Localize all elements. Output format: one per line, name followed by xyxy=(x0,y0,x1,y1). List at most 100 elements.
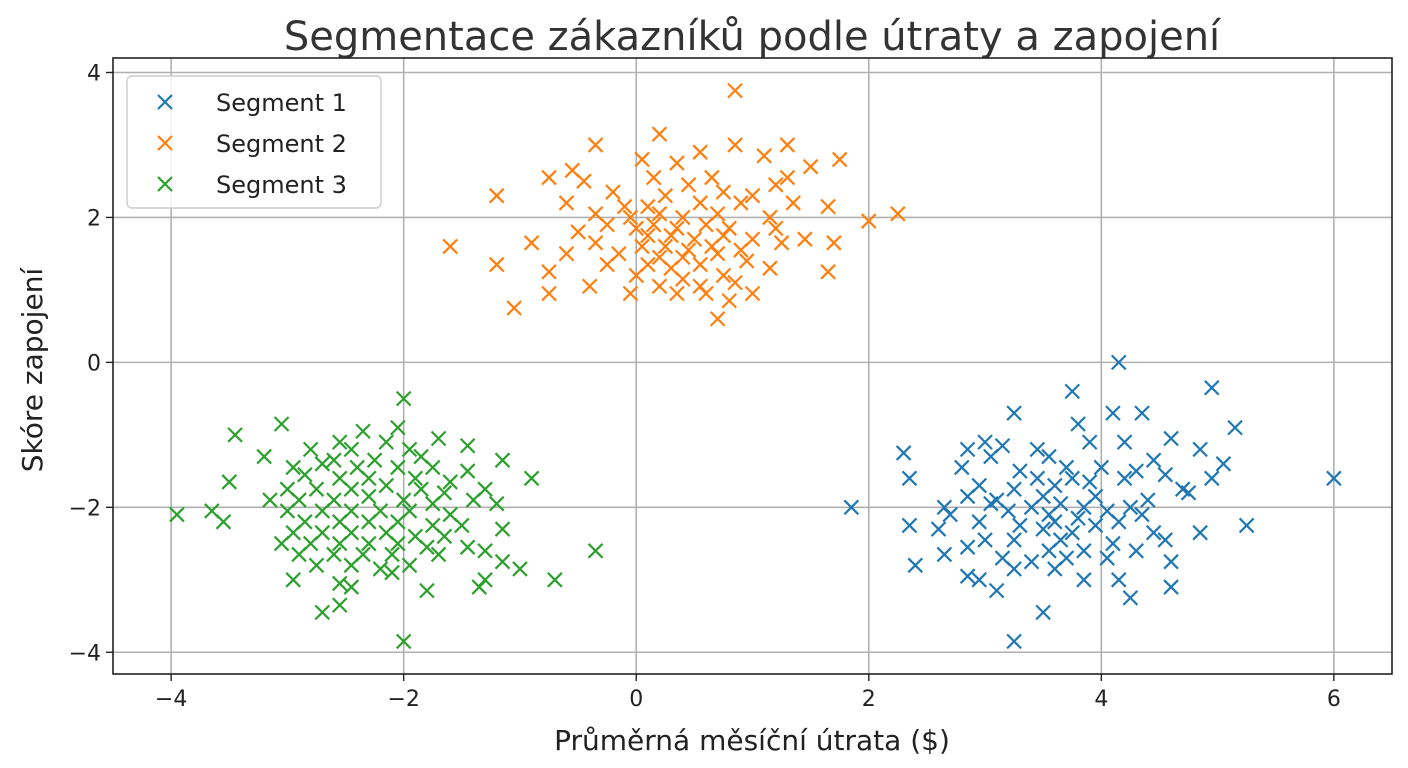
data-point xyxy=(1163,579,1179,595)
data-points xyxy=(169,82,1342,650)
data-point xyxy=(494,553,511,570)
data-point xyxy=(1110,354,1127,371)
data-point xyxy=(599,216,615,233)
data-point xyxy=(343,579,360,595)
data-point xyxy=(698,216,714,233)
x-tick-label: −2 xyxy=(387,687,419,712)
data-point xyxy=(692,256,708,273)
data-point xyxy=(599,256,615,273)
data-point xyxy=(983,495,999,512)
data-point xyxy=(1099,550,1115,566)
data-point xyxy=(733,242,749,258)
legend-label: Segment 2 xyxy=(216,130,347,158)
data-point xyxy=(355,423,371,440)
data-point xyxy=(715,267,732,284)
data-point xyxy=(512,561,528,577)
data-point xyxy=(744,187,761,204)
data-point xyxy=(1105,535,1121,552)
data-point xyxy=(1076,499,1092,516)
data-point xyxy=(738,253,755,269)
data-point xyxy=(779,169,796,186)
data-point xyxy=(901,517,918,534)
data-point xyxy=(733,195,749,211)
data-point xyxy=(576,173,592,189)
data-point xyxy=(715,184,732,200)
data-point xyxy=(523,470,540,487)
data-point xyxy=(971,572,988,588)
data-point xyxy=(1145,524,1162,541)
data-point xyxy=(1105,405,1121,421)
x-tick-label: 0 xyxy=(629,687,643,712)
data-point xyxy=(1012,463,1028,479)
data-point xyxy=(430,430,447,447)
data-point xyxy=(959,568,976,584)
data-point xyxy=(1023,553,1040,570)
data-point xyxy=(971,514,988,530)
data-point xyxy=(587,235,604,251)
data-point xyxy=(1076,543,1092,559)
data-point xyxy=(826,235,842,251)
data-point xyxy=(657,187,674,204)
data-point xyxy=(390,459,406,476)
series-2 xyxy=(442,82,906,327)
y-tick-label: −2 xyxy=(69,496,101,521)
data-point xyxy=(1122,590,1139,606)
data-point xyxy=(1081,474,1098,490)
data-point xyxy=(378,434,395,450)
data-point xyxy=(640,198,656,215)
data-point xyxy=(361,470,377,487)
data-point xyxy=(488,256,505,273)
data-point xyxy=(843,499,860,516)
data-point xyxy=(273,535,290,552)
y-tick-label: −4 xyxy=(69,641,101,666)
data-point xyxy=(1326,470,1342,487)
data-point xyxy=(372,561,389,577)
data-point xyxy=(709,311,726,327)
data-point xyxy=(1134,506,1150,523)
legend-marker xyxy=(157,176,173,192)
data-point xyxy=(547,572,563,588)
data-point xyxy=(704,169,720,186)
data-point xyxy=(977,532,993,548)
data-point xyxy=(436,528,453,545)
data-point xyxy=(262,492,278,508)
chart-title: Segmentace zákazníků podle útraty a zapo… xyxy=(284,14,1222,60)
data-point xyxy=(1064,470,1081,487)
data-point xyxy=(1041,543,1057,559)
data-point xyxy=(1163,430,1179,447)
data-point xyxy=(605,184,621,200)
data-point xyxy=(977,434,993,450)
data-point xyxy=(1157,466,1174,483)
data-point xyxy=(1215,456,1232,472)
data-point xyxy=(692,144,708,160)
data-point xyxy=(314,503,331,519)
data-point xyxy=(1204,470,1220,487)
data-point xyxy=(669,155,685,171)
data-point xyxy=(308,481,325,497)
data-point xyxy=(465,492,482,508)
data-point xyxy=(291,546,307,563)
data-point xyxy=(1134,405,1150,421)
data-point xyxy=(384,546,400,563)
data-point xyxy=(901,470,918,487)
data-point xyxy=(669,285,685,302)
data-point xyxy=(378,477,395,494)
data-point xyxy=(256,448,272,465)
data-point xyxy=(1029,441,1046,458)
data-point xyxy=(343,481,360,497)
data-point xyxy=(1023,499,1040,516)
data-point xyxy=(395,492,412,508)
data-point xyxy=(384,564,400,581)
data-point xyxy=(541,285,557,302)
data-point xyxy=(645,216,662,233)
data-point xyxy=(709,245,726,262)
data-point xyxy=(663,227,679,244)
data-point xyxy=(430,546,447,563)
y-tick-label: 2 xyxy=(87,206,101,231)
data-point xyxy=(506,300,522,316)
data-point xyxy=(1087,517,1104,534)
data-point xyxy=(628,267,645,284)
data-point xyxy=(1000,503,1017,519)
data-point xyxy=(1128,543,1144,559)
